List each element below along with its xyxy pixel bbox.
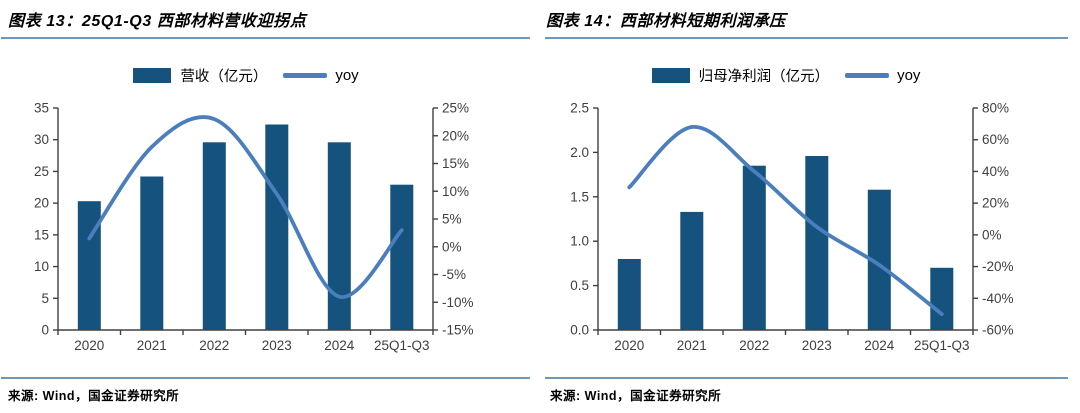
left-tick-label: 0.0 xyxy=(570,323,589,338)
bar xyxy=(617,259,641,330)
yoy-line xyxy=(627,125,944,316)
bar xyxy=(742,165,766,330)
left-tick-label: 1.0 xyxy=(570,234,589,249)
right-tick-label: -10% xyxy=(442,295,474,310)
bar xyxy=(867,189,891,330)
category-label: 2024 xyxy=(864,338,895,353)
category-label: 25Q1-Q3 xyxy=(374,338,430,353)
axes xyxy=(53,107,438,335)
left-tick-label: 10 xyxy=(34,259,49,274)
legend-bar-label: 营收（亿元） xyxy=(180,69,268,85)
category-label: 25Q1-Q3 xyxy=(914,338,970,353)
figure-14-source: 来源: Wind，国金证券研究所 xyxy=(550,389,722,403)
legend-line-swatch xyxy=(845,73,890,78)
left-tick-label: 0 xyxy=(41,323,49,338)
category-label: 2024 xyxy=(324,338,355,353)
legend-bar-swatch xyxy=(651,68,690,83)
legend-line-swatch xyxy=(283,73,328,78)
right-tick-label: 20% xyxy=(982,196,1009,211)
legend-line-label: yoy xyxy=(335,67,359,84)
category-label: 2023 xyxy=(262,338,292,353)
right-tick-label: 15% xyxy=(442,156,469,171)
left-tick-label: 0.5 xyxy=(570,278,589,293)
right-tick-label: -15% xyxy=(442,323,474,338)
right-tick-label: 5% xyxy=(442,212,462,227)
left-tick-label: 2.0 xyxy=(570,145,589,160)
category-label: 2021 xyxy=(677,338,707,353)
right-tick-label: -40% xyxy=(982,291,1014,306)
source-divider xyxy=(545,377,1068,379)
right-tick-label: 0% xyxy=(982,227,1002,242)
bar xyxy=(930,267,954,330)
category-label: 2021 xyxy=(137,338,167,353)
title-divider xyxy=(545,37,1068,39)
bar xyxy=(140,176,164,330)
figure-14-title: 图表 14：西部材料短期利润承压 xyxy=(546,13,786,30)
bar xyxy=(390,184,414,330)
bar xyxy=(202,142,226,330)
right-tick-label: 25% xyxy=(442,101,469,116)
category-label: 2020 xyxy=(614,338,644,353)
source-divider xyxy=(1,377,530,379)
net-profit-yoy-chart: 0.0 0.5 1.0 1.5 2.0 2.5 -60% -40% -20% 0% 20% 40% 60… xyxy=(570,101,1013,354)
legend-bar-label: 归母净利润（亿元） xyxy=(698,69,830,85)
right-tick-label: 40% xyxy=(982,164,1009,179)
bar xyxy=(805,156,829,330)
axes xyxy=(593,107,978,335)
right-tick-label: 20% xyxy=(442,128,469,143)
left-tick-label: 1.5 xyxy=(570,189,589,204)
right-tick-label: 0% xyxy=(442,239,462,254)
bar xyxy=(327,142,351,330)
figure-13-title: 图表 13：25Q1-Q3 西部材料营收迎拐点 xyxy=(8,13,307,30)
category-label: 2020 xyxy=(74,338,104,353)
right-tick-label: 60% xyxy=(982,132,1009,147)
right-tick-label: 10% xyxy=(442,184,469,199)
revenue-yoy-chart: 0 5 10 15 20 25 30 35 -15% -10% -5% 0% 5% 10% 15% 20% 25… xyxy=(34,101,474,354)
left-tick-label: 5 xyxy=(41,291,49,306)
figure-13-legend: 营收（亿元） yoy xyxy=(58,65,434,86)
axis-labels: 0.0 0.5 1.0 1.5 2.0 2.5 -60% -40% -20% 0% 20% 40% 60… xyxy=(570,101,1013,354)
figure-13-panel: 图表 13：25Q1-Q3 西部材料营收迎拐点 营收（亿元） yoy 0 5 10 1… xyxy=(1,13,530,403)
bar-series xyxy=(77,124,414,330)
right-tick-label: 80% xyxy=(982,101,1009,116)
category-label: 2023 xyxy=(802,338,832,353)
category-label: 2022 xyxy=(199,338,229,353)
bar xyxy=(680,211,704,330)
left-tick-label: 20 xyxy=(34,196,49,211)
legend-line-label: yoy xyxy=(897,67,921,84)
bar xyxy=(77,201,101,330)
figure-14-panel: 图表 14：西部材料短期利润承压 归母净利润（亿元） yoy 0.0 0.5 1.0… xyxy=(540,0,1080,413)
figure-13-source: 来源: Wind，国金证券研究所 xyxy=(8,389,180,403)
bar xyxy=(265,124,289,330)
bar-series xyxy=(617,156,954,330)
category-label: 2022 xyxy=(739,338,769,353)
yoy-line xyxy=(87,115,404,299)
title-divider xyxy=(1,37,530,39)
right-tick-label: -60% xyxy=(982,323,1014,338)
right-tick-label: -20% xyxy=(982,259,1014,274)
left-tick-label: 25 xyxy=(34,164,49,179)
legend-bar-swatch xyxy=(133,68,172,83)
left-tick-label: 2.5 xyxy=(570,101,589,116)
left-tick-label: 15 xyxy=(34,227,49,242)
left-tick-label: 35 xyxy=(34,101,49,116)
axis-labels: 0 5 10 15 20 25 30 35 -15% -10% -5% 0% 5% 10% 15% 20% 25… xyxy=(34,101,474,354)
left-tick-label: 30 xyxy=(34,132,49,147)
right-tick-label: -5% xyxy=(442,267,466,282)
figure-14-legend: 归母净利润（亿元） yoy xyxy=(598,65,974,86)
